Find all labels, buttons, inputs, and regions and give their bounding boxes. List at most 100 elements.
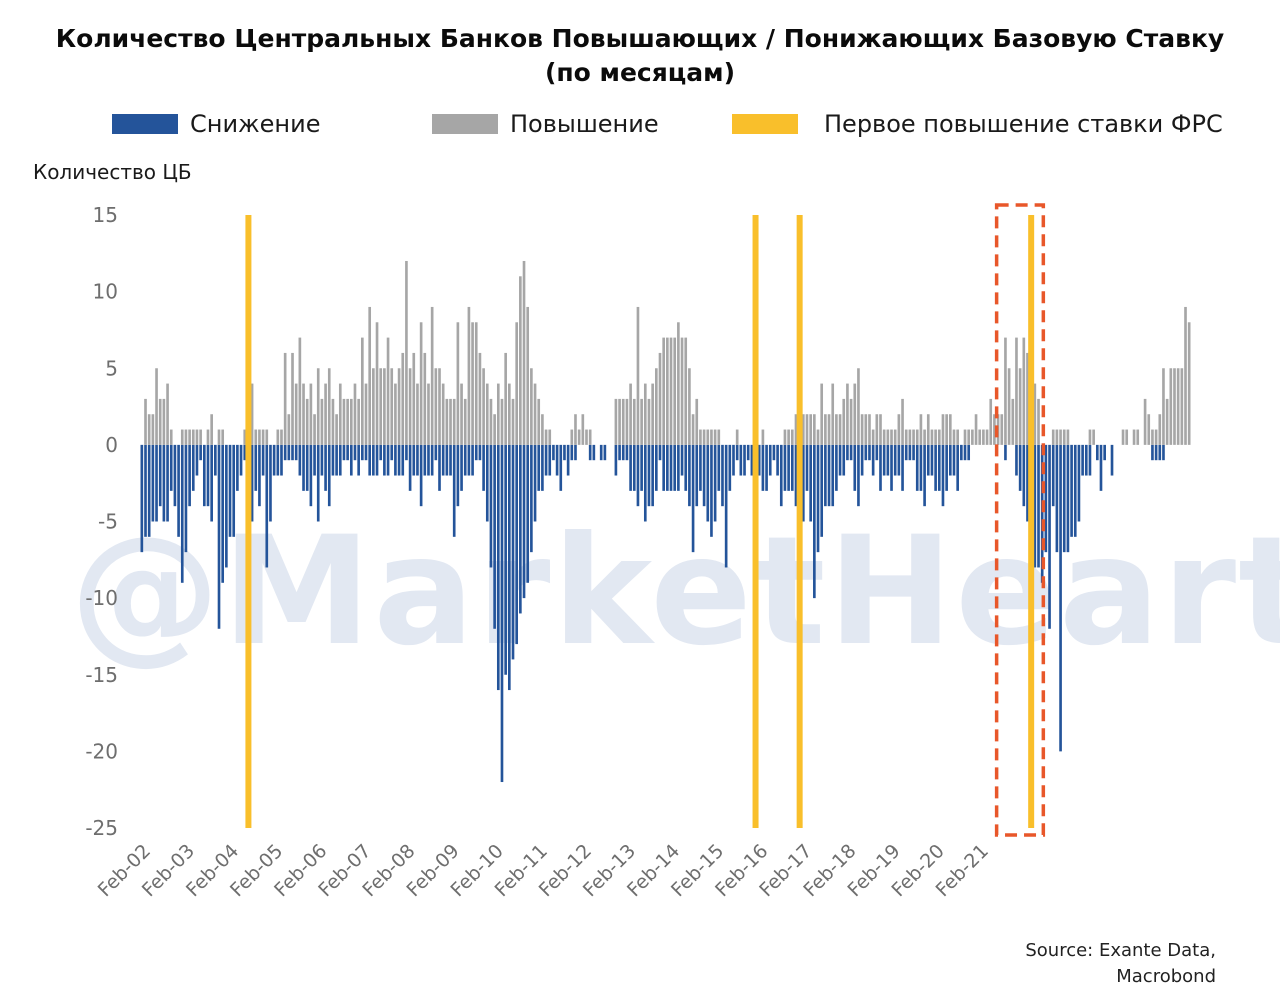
- bar-hike: [327, 368, 331, 445]
- bar-hike: [838, 414, 842, 445]
- bar-hike: [897, 414, 901, 445]
- bar-hike: [206, 429, 210, 445]
- bar-cut: [232, 444, 236, 537]
- bar-hike: [548, 429, 552, 445]
- bar-hike: [1147, 414, 1151, 445]
- bar-cut: [1084, 444, 1088, 476]
- bar-hike: [346, 398, 349, 445]
- bar-cut: [820, 444, 824, 537]
- y-tick-label: -10: [85, 586, 118, 610]
- bar-cut: [236, 444, 239, 491]
- bar-cut: [1162, 444, 1165, 461]
- legend-label-hikes: Повышение: [510, 110, 659, 138]
- bar-cut: [298, 444, 302, 476]
- bar-cut: [1026, 444, 1029, 522]
- bar-cut: [908, 444, 912, 461]
- legend-item-hikes: Повышение: [432, 110, 659, 138]
- bar-hike: [1151, 429, 1154, 445]
- bar-hike: [338, 383, 342, 445]
- highlight-box: [994, 203, 1046, 837]
- bar-hike: [243, 429, 247, 445]
- bar-cut: [269, 444, 272, 522]
- bar-cut: [390, 444, 394, 461]
- bar-hike: [1088, 429, 1092, 445]
- bar-hike: [1154, 429, 1158, 445]
- bar-hike: [621, 398, 625, 445]
- bar-hike: [508, 383, 511, 445]
- bar-hike: [158, 398, 162, 445]
- bar-cut: [688, 444, 691, 507]
- bar-cut: [669, 444, 673, 491]
- bar-hike: [934, 429, 937, 445]
- bar-hike: [324, 383, 327, 445]
- bar-hike: [1022, 337, 1026, 445]
- bar-hike: [629, 383, 632, 445]
- bar-hike: [221, 429, 225, 445]
- bar-hike: [526, 306, 530, 445]
- bar-cut: [386, 444, 390, 476]
- bar-cut: [305, 444, 309, 491]
- bar-cut: [555, 444, 559, 476]
- bar-hike: [702, 429, 706, 445]
- bar-hike: [305, 398, 309, 445]
- bar-cut: [890, 444, 893, 491]
- bar-cut: [162, 444, 166, 522]
- bar-cut: [746, 444, 750, 461]
- bar-hike: [618, 398, 621, 445]
- bar-cut: [912, 444, 915, 461]
- bar-hike: [735, 429, 739, 445]
- bar-cut: [445, 444, 449, 476]
- bar-cut: [364, 444, 368, 461]
- bar-hike: [908, 429, 912, 445]
- bar-cut: [309, 444, 313, 507]
- bar-hike: [636, 306, 640, 445]
- bar-hike: [1165, 398, 1169, 445]
- bar-cut: [427, 444, 430, 476]
- legend-item-cuts: Снижение: [112, 110, 321, 138]
- bar-cut: [614, 444, 618, 476]
- bar-cut: [728, 444, 732, 491]
- bar-hike: [930, 429, 934, 445]
- bar-cut: [699, 444, 702, 491]
- bar-hike: [515, 322, 519, 445]
- bar-hike: [309, 383, 313, 445]
- legend-label-cuts: Снижение: [190, 110, 321, 138]
- bar-hike: [357, 398, 360, 445]
- bar-cut: [809, 444, 812, 522]
- bar-cut: [375, 444, 379, 476]
- bar-cut: [934, 444, 937, 491]
- bar-cut: [835, 444, 838, 491]
- bar-cut: [191, 444, 195, 491]
- bar-hike: [342, 398, 346, 445]
- bar-hike: [691, 414, 695, 445]
- bar-cut: [735, 444, 739, 461]
- bar-cut: [563, 444, 566, 461]
- bar-cut: [658, 444, 662, 461]
- bar-cut: [155, 444, 158, 522]
- y-tick-label: 10: [93, 280, 118, 304]
- bar-hike: [195, 429, 199, 445]
- bar-cut: [195, 444, 199, 476]
- bar-cut: [956, 444, 959, 491]
- bar-hike: [1125, 429, 1129, 445]
- bar-cut: [941, 444, 945, 507]
- bar-hike: [993, 414, 996, 445]
- bar-cut: [618, 444, 621, 461]
- bar-cut: [1018, 444, 1022, 491]
- bar-cut: [743, 444, 746, 476]
- bar-cut: [1073, 444, 1077, 537]
- bar-cut: [886, 444, 890, 476]
- bar-cut: [897, 444, 901, 476]
- bar-cut: [570, 444, 574, 461]
- bar-hike: [427, 383, 430, 445]
- bar-cut: [923, 444, 926, 507]
- bar-cut: [952, 444, 956, 476]
- bar-hike: [904, 429, 908, 445]
- bar-cut: [511, 444, 515, 660]
- bar-cut: [467, 444, 471, 476]
- bar-cut: [361, 444, 364, 461]
- bar-cut: [790, 444, 794, 491]
- bar-cut: [710, 444, 713, 537]
- bar-hike: [717, 429, 721, 445]
- bar-cut: [1070, 444, 1073, 537]
